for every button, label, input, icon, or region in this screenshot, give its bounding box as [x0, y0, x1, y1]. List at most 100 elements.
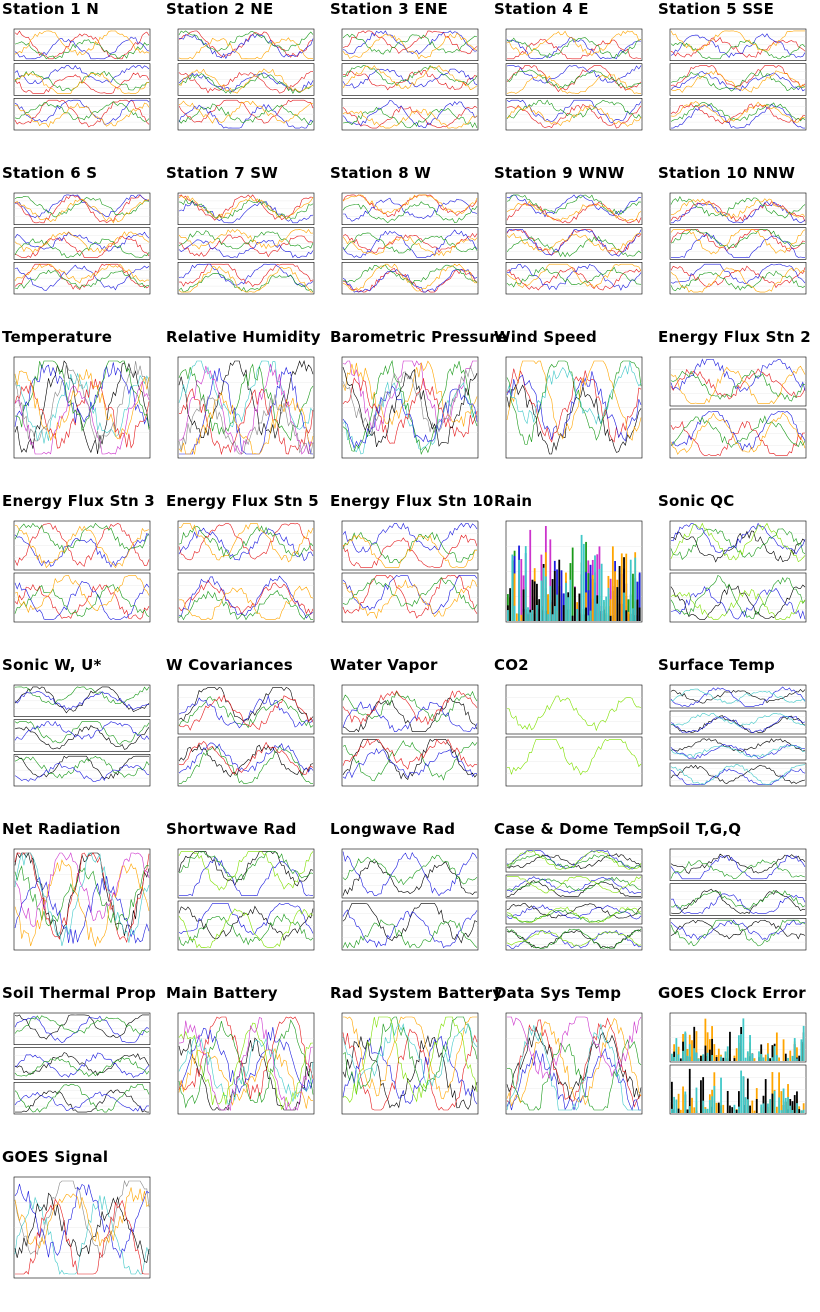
plot-cell[interactable]: Station 10 NNW	[656, 164, 820, 328]
bar-mark	[735, 1109, 738, 1113]
plot-thumbnail[interactable]	[0, 18, 162, 144]
plot-title: Soil T,G,Q	[658, 820, 742, 838]
plot-thumbnail[interactable]	[328, 1002, 490, 1128]
plot-cell[interactable]: Energy Flux Stn 10	[328, 492, 493, 656]
plot-cell[interactable]: Rad System Battery	[328, 984, 502, 1148]
plot-thumbnail[interactable]	[656, 674, 818, 800]
bar-mark	[531, 579, 534, 621]
plot-thumbnail[interactable]	[656, 838, 818, 964]
plot-thumbnail[interactable]	[492, 346, 654, 472]
plot-thumbnail[interactable]	[492, 510, 654, 636]
series-line-black	[14, 725, 150, 750]
plot-cell[interactable]: Barometric Pressure	[328, 328, 507, 492]
plot-cell[interactable]: Sonic QC	[656, 492, 820, 656]
series-line-blue	[178, 903, 314, 935]
series-line-orange	[342, 65, 478, 91]
bar-mark	[778, 1057, 780, 1061]
bar-mark	[542, 567, 545, 621]
plot-thumbnail[interactable]	[492, 838, 654, 964]
plot-thumbnail[interactable]	[656, 1002, 818, 1128]
plot-cell[interactable]: Water Vapor	[328, 656, 492, 820]
plot-thumbnail[interactable]	[328, 838, 490, 964]
plot-cell[interactable]: Soil Thermal Prop	[0, 984, 164, 1148]
plot-cell[interactable]: Shortwave Rad	[164, 820, 328, 984]
plot-svg	[177, 848, 315, 951]
bar-mark	[733, 1104, 736, 1113]
series-line-blue	[14, 264, 150, 291]
plot-thumbnail[interactable]	[492, 674, 654, 800]
plot-cell[interactable]: Case & Dome Temp	[492, 820, 659, 984]
plot-cell[interactable]: Energy Flux Stn 2	[656, 328, 820, 492]
plot-cell[interactable]: Station 3 ENE	[328, 0, 492, 164]
plot-cell[interactable]: Data Sys Temp	[492, 984, 656, 1148]
plot-thumbnail[interactable]	[164, 346, 326, 472]
plot-thumbnail[interactable]	[656, 18, 818, 144]
plot-thumbnail[interactable]	[0, 838, 162, 964]
plot-thumbnail[interactable]	[656, 182, 818, 308]
series-line-red	[14, 523, 150, 567]
plot-thumbnail[interactable]	[328, 18, 490, 144]
plot-thumbnail[interactable]	[492, 182, 654, 308]
series-line-orange	[14, 30, 150, 56]
plot-cell[interactable]: GOES Clock Error	[656, 984, 820, 1148]
bar-mark	[684, 1031, 687, 1061]
plot-cell[interactable]: Station 7 SW	[164, 164, 328, 328]
plot-cell[interactable]: Energy Flux Stn 3	[0, 492, 164, 656]
plot-thumbnail[interactable]	[328, 674, 490, 800]
plot-thumbnail[interactable]	[0, 182, 162, 308]
bar-mark	[796, 1103, 798, 1113]
series-line-blue	[506, 371, 642, 442]
plot-svg	[13, 520, 151, 623]
plot-cell[interactable]: Temperature	[0, 328, 164, 492]
plot-thumbnail[interactable]	[328, 182, 490, 308]
plot-thumbnail[interactable]	[0, 346, 162, 472]
plot-cell[interactable]: Station 8 W	[328, 164, 492, 328]
plot-thumbnail[interactable]	[164, 182, 326, 308]
plot-cell[interactable]: CO2	[492, 656, 656, 820]
plot-cell[interactable]: W Covariances	[164, 656, 328, 820]
series-line-orange	[506, 232, 642, 254]
plot-cell[interactable]: GOES Signal	[0, 1148, 164, 1312]
plot-thumbnail[interactable]	[164, 18, 326, 144]
plot-thumbnail[interactable]	[0, 510, 162, 636]
plot-cell[interactable]: Main Battery	[164, 984, 328, 1148]
bar-mark	[744, 1057, 747, 1061]
plot-cell[interactable]: Relative Humidity	[164, 328, 328, 492]
bar-mark	[636, 599, 639, 621]
plot-svg	[177, 684, 315, 787]
plot-cell[interactable]: Station 5 SSE	[656, 0, 820, 164]
plot-thumbnail[interactable]	[656, 510, 818, 636]
plot-cell[interactable]: Station 2 NE	[164, 0, 328, 164]
bar-mark	[562, 605, 565, 621]
plot-thumbnail[interactable]	[0, 1166, 162, 1292]
plot-thumbnail[interactable]	[164, 838, 326, 964]
plot-thumbnail[interactable]	[492, 1002, 654, 1128]
plot-thumbnail[interactable]	[164, 1002, 326, 1128]
plot-thumbnail[interactable]	[164, 510, 326, 636]
plot-cell[interactable]: Energy Flux Stn 5	[164, 492, 328, 656]
plot-cell[interactable]: Station 1 N	[0, 0, 164, 164]
bar-mark	[708, 1100, 711, 1113]
plot-cell[interactable]: Surface Temp	[656, 656, 820, 820]
plot-cell[interactable]: Station 4 E	[492, 0, 656, 164]
series-line-orange	[178, 585, 314, 620]
plot-thumbnail[interactable]	[328, 510, 490, 636]
plot-cell[interactable]: Sonic W, U*	[0, 656, 164, 820]
plot-thumbnail[interactable]	[656, 346, 818, 472]
bar-mark	[625, 553, 628, 621]
plot-cell[interactable]: Station 9 WNW	[492, 164, 656, 328]
plot-cell[interactable]: Rain	[492, 492, 656, 656]
plot-cell[interactable]: Soil T,G,Q	[656, 820, 820, 984]
plot-svg	[341, 848, 479, 951]
plot-thumbnail[interactable]	[0, 1002, 162, 1128]
plot-cell[interactable]: Net Radiation	[0, 820, 164, 984]
plot-thumbnail[interactable]	[328, 346, 490, 472]
plot-thumbnail[interactable]	[164, 674, 326, 800]
series-line-cyan	[670, 764, 806, 785]
plot-thumbnail[interactable]	[0, 674, 162, 800]
bar-mark	[589, 564, 592, 621]
plot-cell[interactable]: Station 6 S	[0, 164, 164, 328]
plot-cell[interactable]: Wind Speed	[492, 328, 656, 492]
plot-cell[interactable]: Longwave Rad	[328, 820, 492, 984]
plot-thumbnail[interactable]	[492, 18, 654, 144]
